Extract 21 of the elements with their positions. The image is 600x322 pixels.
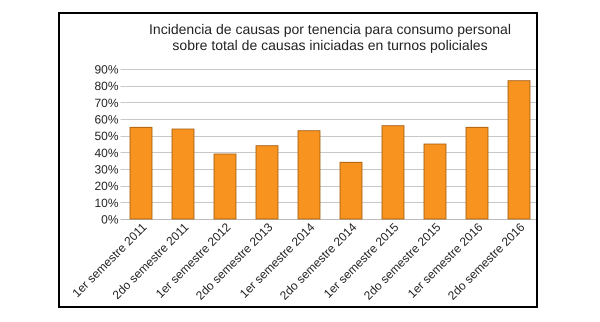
y-tick-label: 0% xyxy=(101,212,119,226)
bar xyxy=(298,130,320,220)
bar xyxy=(130,126,152,220)
y-tick-label: 30% xyxy=(94,162,119,176)
y-tick-label: 80% xyxy=(94,79,119,94)
bar xyxy=(172,128,194,220)
bar xyxy=(466,126,488,220)
y-tick-label: 60% xyxy=(94,112,119,126)
y-tick-label: 70% xyxy=(94,96,119,110)
y-tick-label: 50% xyxy=(94,129,119,144)
bar xyxy=(256,145,278,220)
bar xyxy=(382,125,404,220)
y-tick-label: 20% xyxy=(94,179,119,194)
bar xyxy=(508,80,530,220)
y-tick-label: 90% xyxy=(94,62,119,76)
bar xyxy=(214,154,236,220)
bar xyxy=(424,144,446,220)
bar xyxy=(340,162,362,220)
y-tick-label: 10% xyxy=(94,196,119,210)
y-tick-label: 40% xyxy=(94,146,119,160)
chart-title: Incidencia de causas por tenencia para consumo personal sobre total de causas iniciadas en turnos policiales xyxy=(149,21,511,53)
